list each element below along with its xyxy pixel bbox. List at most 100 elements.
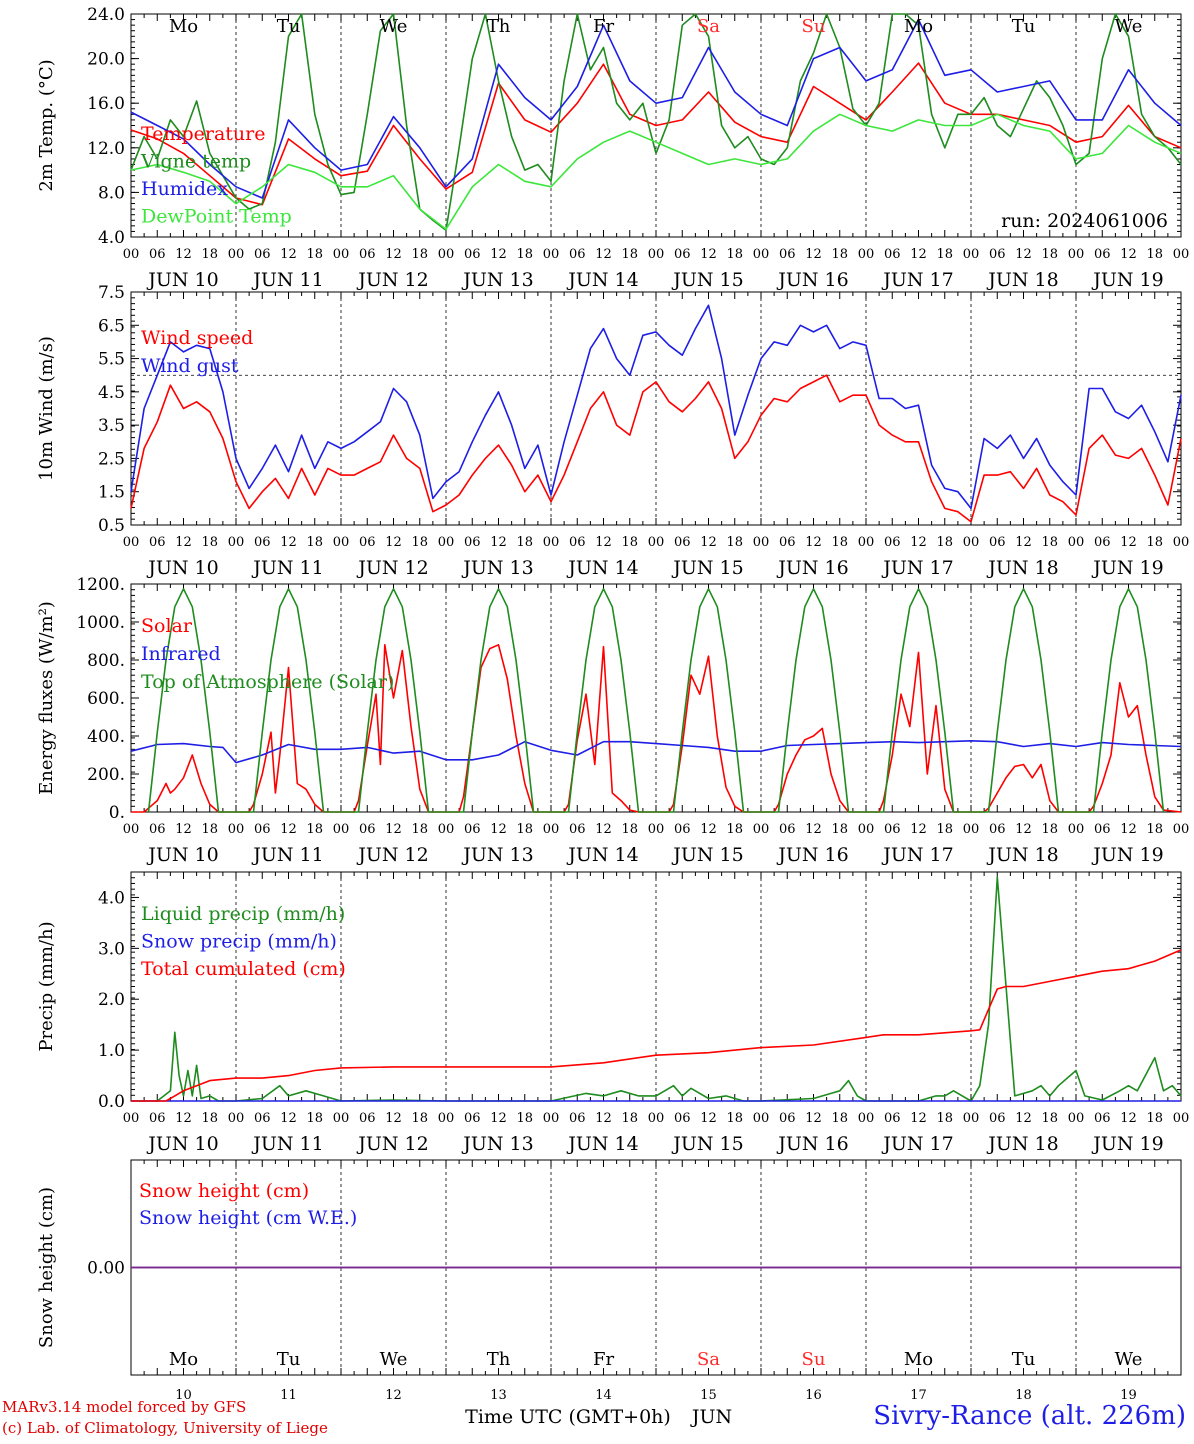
hour-label: 12 <box>910 247 927 262</box>
day-number: 16 <box>805 1388 822 1403</box>
hour-label: 18 <box>726 822 743 837</box>
y-tick-label: 3.5 <box>98 416 125 436</box>
hour-label: 00 <box>228 822 245 837</box>
dewpoint-temp-line <box>130 113 1182 230</box>
date-label: JUN 16 <box>776 269 848 291</box>
hour-label: 06 <box>779 822 796 837</box>
y-tick-label: 8.0 <box>98 183 125 203</box>
temperature-ylabel: 2m Temp. (°C) <box>36 59 57 191</box>
hour-label: 12 <box>595 247 612 262</box>
y-tick-label: 0. <box>109 803 125 823</box>
hour-label: 12 <box>175 535 192 550</box>
y-tick-label: 3.0 <box>98 939 125 959</box>
hour-label: 18 <box>831 1111 848 1126</box>
y-tick-label: 5.5 <box>98 350 125 370</box>
day-number: 12 <box>385 1388 402 1403</box>
hour-label: 06 <box>149 535 166 550</box>
snow-height-cm-legend: Snow height (cm) <box>139 1180 309 1202</box>
hour-label: 18 <box>831 535 848 550</box>
hour-label: 06 <box>254 535 271 550</box>
hour-label: 00 <box>858 247 875 262</box>
hour-label: 06 <box>359 822 376 837</box>
precip-ylabel: Precip (mm/h) <box>36 921 57 1051</box>
y-tick-label: 12.0 <box>87 139 125 159</box>
date-label: JUN 10 <box>146 1133 218 1155</box>
hour-label: 18 <box>411 535 428 550</box>
dewpoint-temp-legend: DewPoint Temp <box>141 206 292 228</box>
hour-label: 00 <box>1173 822 1190 837</box>
hour-label: 12 <box>490 822 507 837</box>
y-tick-label: 400. <box>87 727 125 747</box>
hour-label: 12 <box>805 247 822 262</box>
hour-label: 06 <box>569 1111 586 1126</box>
hour-label: 18 <box>306 247 323 262</box>
hour-label: 06 <box>359 535 376 550</box>
hour-label: 00 <box>123 822 140 837</box>
hour-label: 18 <box>516 822 533 837</box>
hour-label: 18 <box>516 1111 533 1126</box>
hour-label: 00 <box>753 247 770 262</box>
hour-label: 12 <box>385 1111 402 1126</box>
hour-label: 18 <box>411 822 428 837</box>
vigne-temp-legend: Vigne temp <box>140 151 251 173</box>
hour-label: 00 <box>228 535 245 550</box>
infrared-line <box>130 739 1182 764</box>
hour-label: 06 <box>149 822 166 837</box>
hour-label: 12 <box>280 1111 297 1126</box>
hour-label: 18 <box>831 247 848 262</box>
hour-label: 18 <box>306 822 323 837</box>
run-label: run: 2024061006 <box>1001 210 1168 232</box>
top-of-atmosphere-solar-line <box>147 587 1165 813</box>
hour-label: 12 <box>805 535 822 550</box>
hour-label: 00 <box>1173 1111 1190 1126</box>
snow-ylabel: Snow height (cm) <box>36 1187 57 1348</box>
hour-label: 12 <box>1120 535 1137 550</box>
hour-label: 00 <box>543 1111 560 1126</box>
hour-label: 18 <box>936 535 953 550</box>
day-name: Tu <box>1012 16 1036 37</box>
hour-label: 06 <box>989 247 1006 262</box>
hour-label: 00 <box>963 247 980 262</box>
hour-label: 12 <box>280 535 297 550</box>
hour-label: 00 <box>963 1111 980 1126</box>
hour-label: 12 <box>1120 1111 1137 1126</box>
hour-label: 18 <box>936 822 953 837</box>
hour-label: 18 <box>1146 1111 1163 1126</box>
hour-label: 18 <box>936 247 953 262</box>
hour-label: 06 <box>989 535 1006 550</box>
y-tick-label: 7.5 <box>98 283 125 303</box>
y-tick-label: 200. <box>87 765 125 785</box>
date-label: JUN 13 <box>461 269 533 291</box>
date-label: JUN 19 <box>1091 844 1163 866</box>
date-label: JUN 19 <box>1091 1133 1163 1155</box>
hour-label: 06 <box>464 535 481 550</box>
station-title: Sivry-Rance (alt. 226m) <box>873 1401 1186 1431</box>
hour-label: 12 <box>1120 247 1137 262</box>
y-tick-label: 2.5 <box>98 449 125 469</box>
date-label: JUN 17 <box>881 844 953 866</box>
hour-label: 12 <box>175 1111 192 1126</box>
hour-label: 00 <box>438 535 455 550</box>
hour-label: 12 <box>175 822 192 837</box>
hour-label: 00 <box>858 822 875 837</box>
precip-panel: 0.0 1.0 2.0 3.0 4.0 Precip (mm/h) Liquid preci… <box>36 871 1190 1155</box>
hour-label: 06 <box>359 247 376 262</box>
date-label: JUN 16 <box>776 557 848 579</box>
date-label: JUN 13 <box>461 557 533 579</box>
hour-label: 18 <box>201 822 218 837</box>
hour-label: 00 <box>753 1111 770 1126</box>
day-name: Sa <box>697 1349 720 1370</box>
hour-label: 06 <box>569 535 586 550</box>
wind-gust-line <box>130 304 1182 510</box>
hour-label: 06 <box>674 535 691 550</box>
hour-label: 00 <box>648 1111 665 1126</box>
y-tick-label: 20.0 <box>87 50 125 70</box>
total-cumulated-cm-line <box>131 949 1182 1102</box>
day-number: 19 <box>1120 1388 1137 1403</box>
date-label: JUN 14 <box>566 269 638 291</box>
hour-label: 06 <box>149 1111 166 1126</box>
hour-label: 12 <box>700 822 717 837</box>
hour-label: 12 <box>490 1111 507 1126</box>
day-number: 10 <box>175 1388 192 1403</box>
date-label: JUN 16 <box>776 844 848 866</box>
